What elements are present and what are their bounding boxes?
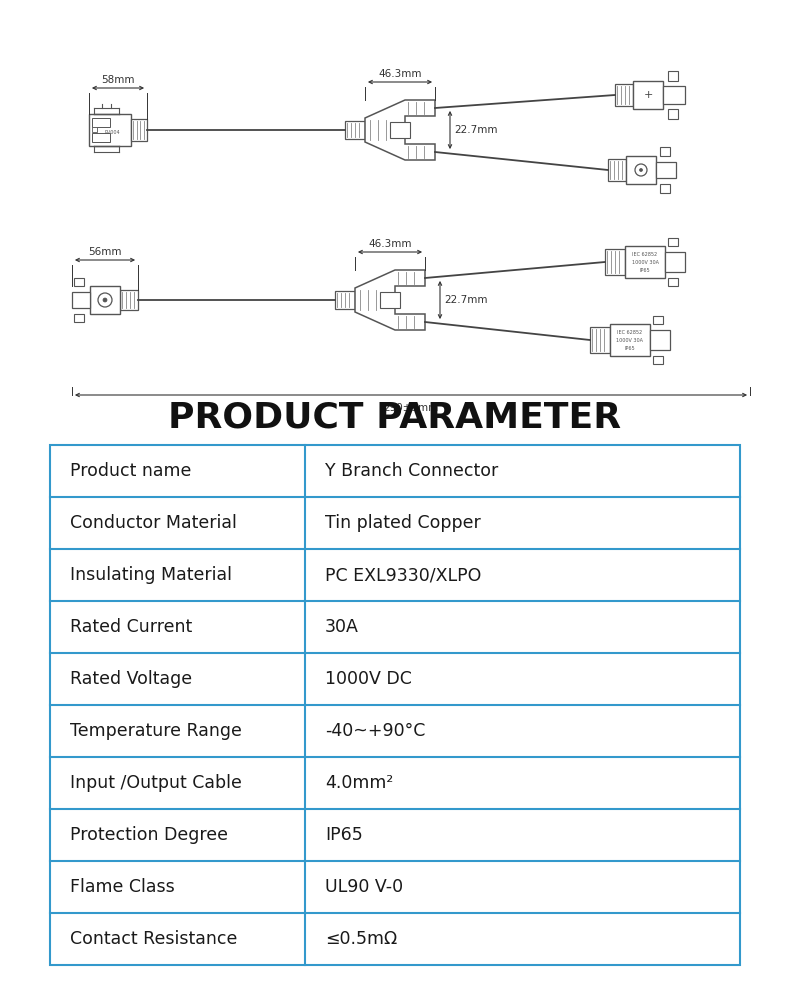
Text: PC EXL9330/XLPO: PC EXL9330/XLPO (325, 566, 481, 584)
Text: IP65: IP65 (325, 826, 363, 844)
Text: 22.7mm: 22.7mm (454, 125, 498, 135)
Bar (633, 81, 663, 109)
Polygon shape (668, 71, 678, 81)
Text: +: + (643, 90, 653, 100)
Text: Input /Output Cable: Input /Output Cable (70, 774, 242, 792)
Text: Tin plated Copper: Tin plated Copper (325, 514, 481, 532)
Text: Y Branch Connector: Y Branch Connector (325, 462, 498, 480)
Bar (605, 249, 625, 275)
Bar (50, 445, 740, 965)
Text: Protection Degree: Protection Degree (70, 826, 228, 844)
Text: 58mm: 58mm (101, 75, 135, 85)
Text: IEC 62852: IEC 62852 (633, 251, 657, 256)
Polygon shape (74, 314, 84, 322)
Bar (92, 118, 110, 127)
Bar (120, 290, 138, 310)
Bar (90, 286, 120, 314)
Text: Conductor Material: Conductor Material (70, 514, 237, 532)
Bar (92, 133, 110, 142)
Text: 290±5mm: 290±5mm (383, 403, 438, 413)
Text: 56mm: 56mm (88, 247, 122, 257)
Bar (590, 327, 610, 353)
Polygon shape (74, 278, 84, 286)
Text: PRODUCT PARAMETER: PRODUCT PARAMETER (168, 400, 622, 434)
Bar (663, 86, 685, 104)
Bar (345, 121, 365, 139)
Text: 1000V 30A: 1000V 30A (616, 338, 644, 342)
Text: Rated Current: Rated Current (70, 618, 192, 636)
Circle shape (639, 168, 642, 172)
Text: 1000V DC: 1000V DC (325, 670, 412, 688)
Polygon shape (365, 100, 435, 160)
Text: -40~+90°C: -40~+90°C (325, 722, 425, 740)
Text: Insulating Material: Insulating Material (70, 566, 232, 584)
Bar (131, 119, 147, 141)
Polygon shape (660, 147, 670, 156)
Polygon shape (668, 238, 678, 246)
Circle shape (103, 298, 107, 302)
Bar (89, 114, 131, 146)
Text: 22.7mm: 22.7mm (444, 295, 487, 305)
Bar (72, 292, 90, 308)
Text: Rated Voltage: Rated Voltage (70, 670, 192, 688)
Bar (656, 162, 676, 178)
Polygon shape (355, 270, 425, 330)
Circle shape (98, 293, 112, 307)
Text: Flame Class: Flame Class (70, 878, 175, 896)
Bar (625, 246, 665, 278)
Bar (335, 291, 355, 309)
Text: 4.0mm²: 4.0mm² (325, 774, 393, 792)
Circle shape (635, 164, 647, 176)
Bar (626, 156, 656, 184)
Text: ≤0.5mΩ: ≤0.5mΩ (325, 930, 397, 948)
Polygon shape (668, 109, 678, 119)
Text: IEC 62852: IEC 62852 (618, 330, 642, 334)
Polygon shape (653, 356, 663, 364)
Text: 1000V 30A: 1000V 30A (631, 259, 659, 264)
Text: UL90 V-0: UL90 V-0 (325, 878, 403, 896)
Bar (608, 159, 626, 181)
Polygon shape (653, 316, 663, 324)
Bar (390, 122, 410, 138)
Text: IP65: IP65 (625, 346, 635, 351)
Bar (610, 324, 650, 356)
Text: 30A: 30A (325, 618, 359, 636)
Text: IP65: IP65 (640, 267, 650, 272)
Polygon shape (660, 184, 670, 193)
Text: Product name: Product name (70, 462, 191, 480)
Polygon shape (668, 278, 678, 286)
Bar (665, 252, 685, 272)
Text: 46.3mm: 46.3mm (378, 69, 422, 79)
Bar (615, 84, 633, 106)
Text: Temperature Range: Temperature Range (70, 722, 242, 740)
Bar (92, 127, 97, 132)
Text: 46.3mm: 46.3mm (368, 239, 412, 249)
Text: Contact Resistance: Contact Resistance (70, 930, 237, 948)
Bar (380, 292, 400, 308)
Text: PV004: PV004 (104, 129, 120, 134)
Bar (650, 330, 670, 350)
